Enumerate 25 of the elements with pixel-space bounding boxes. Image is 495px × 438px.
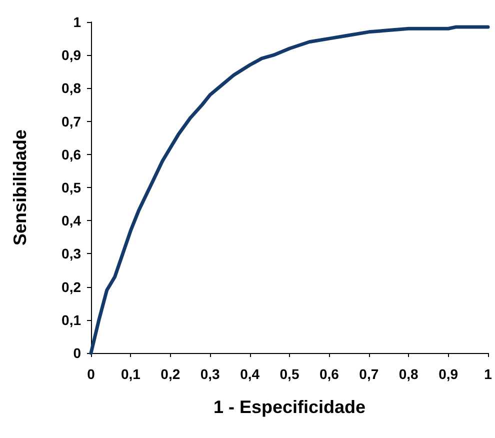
x-tick-label: 0,1 [120,366,141,382]
x-tick-label: 0,7 [359,366,379,382]
y-tick-label: 0,6 [62,146,82,162]
y-tick-label: 0,7 [62,113,82,130]
y-tick-label: 0,9 [62,47,82,64]
x-tick-label: 0,4 [240,366,260,382]
x-tick-label: 0 [87,366,96,382]
x-tick-label: 1 [484,366,492,382]
y-tick-label: 0,1 [62,312,82,328]
x-tick-label: 0,3 [200,366,220,382]
y-tick-label: 0,2 [62,278,82,295]
y-tick-label: 0,3 [62,246,82,262]
x-tick-label: 0,6 [319,366,340,382]
x-tick-label: 0,9 [438,366,458,382]
y-axis-title: Sensibilidade [10,129,30,246]
y-tick-label: 0 [73,345,82,361]
y-tick-label: 0,8 [62,80,82,96]
x-tick-label: 0,8 [398,366,419,382]
line-series [89,25,490,355]
y-tick-label: 0,5 [62,180,82,196]
x-tick-label: 0,5 [280,366,300,382]
y-tick-label: 1 [73,14,82,30]
x-tick-label: 0,2 [160,366,180,382]
y-tick-label: 0,4 [62,212,82,229]
x-axis-title: 1 - Especificidade [213,397,366,417]
